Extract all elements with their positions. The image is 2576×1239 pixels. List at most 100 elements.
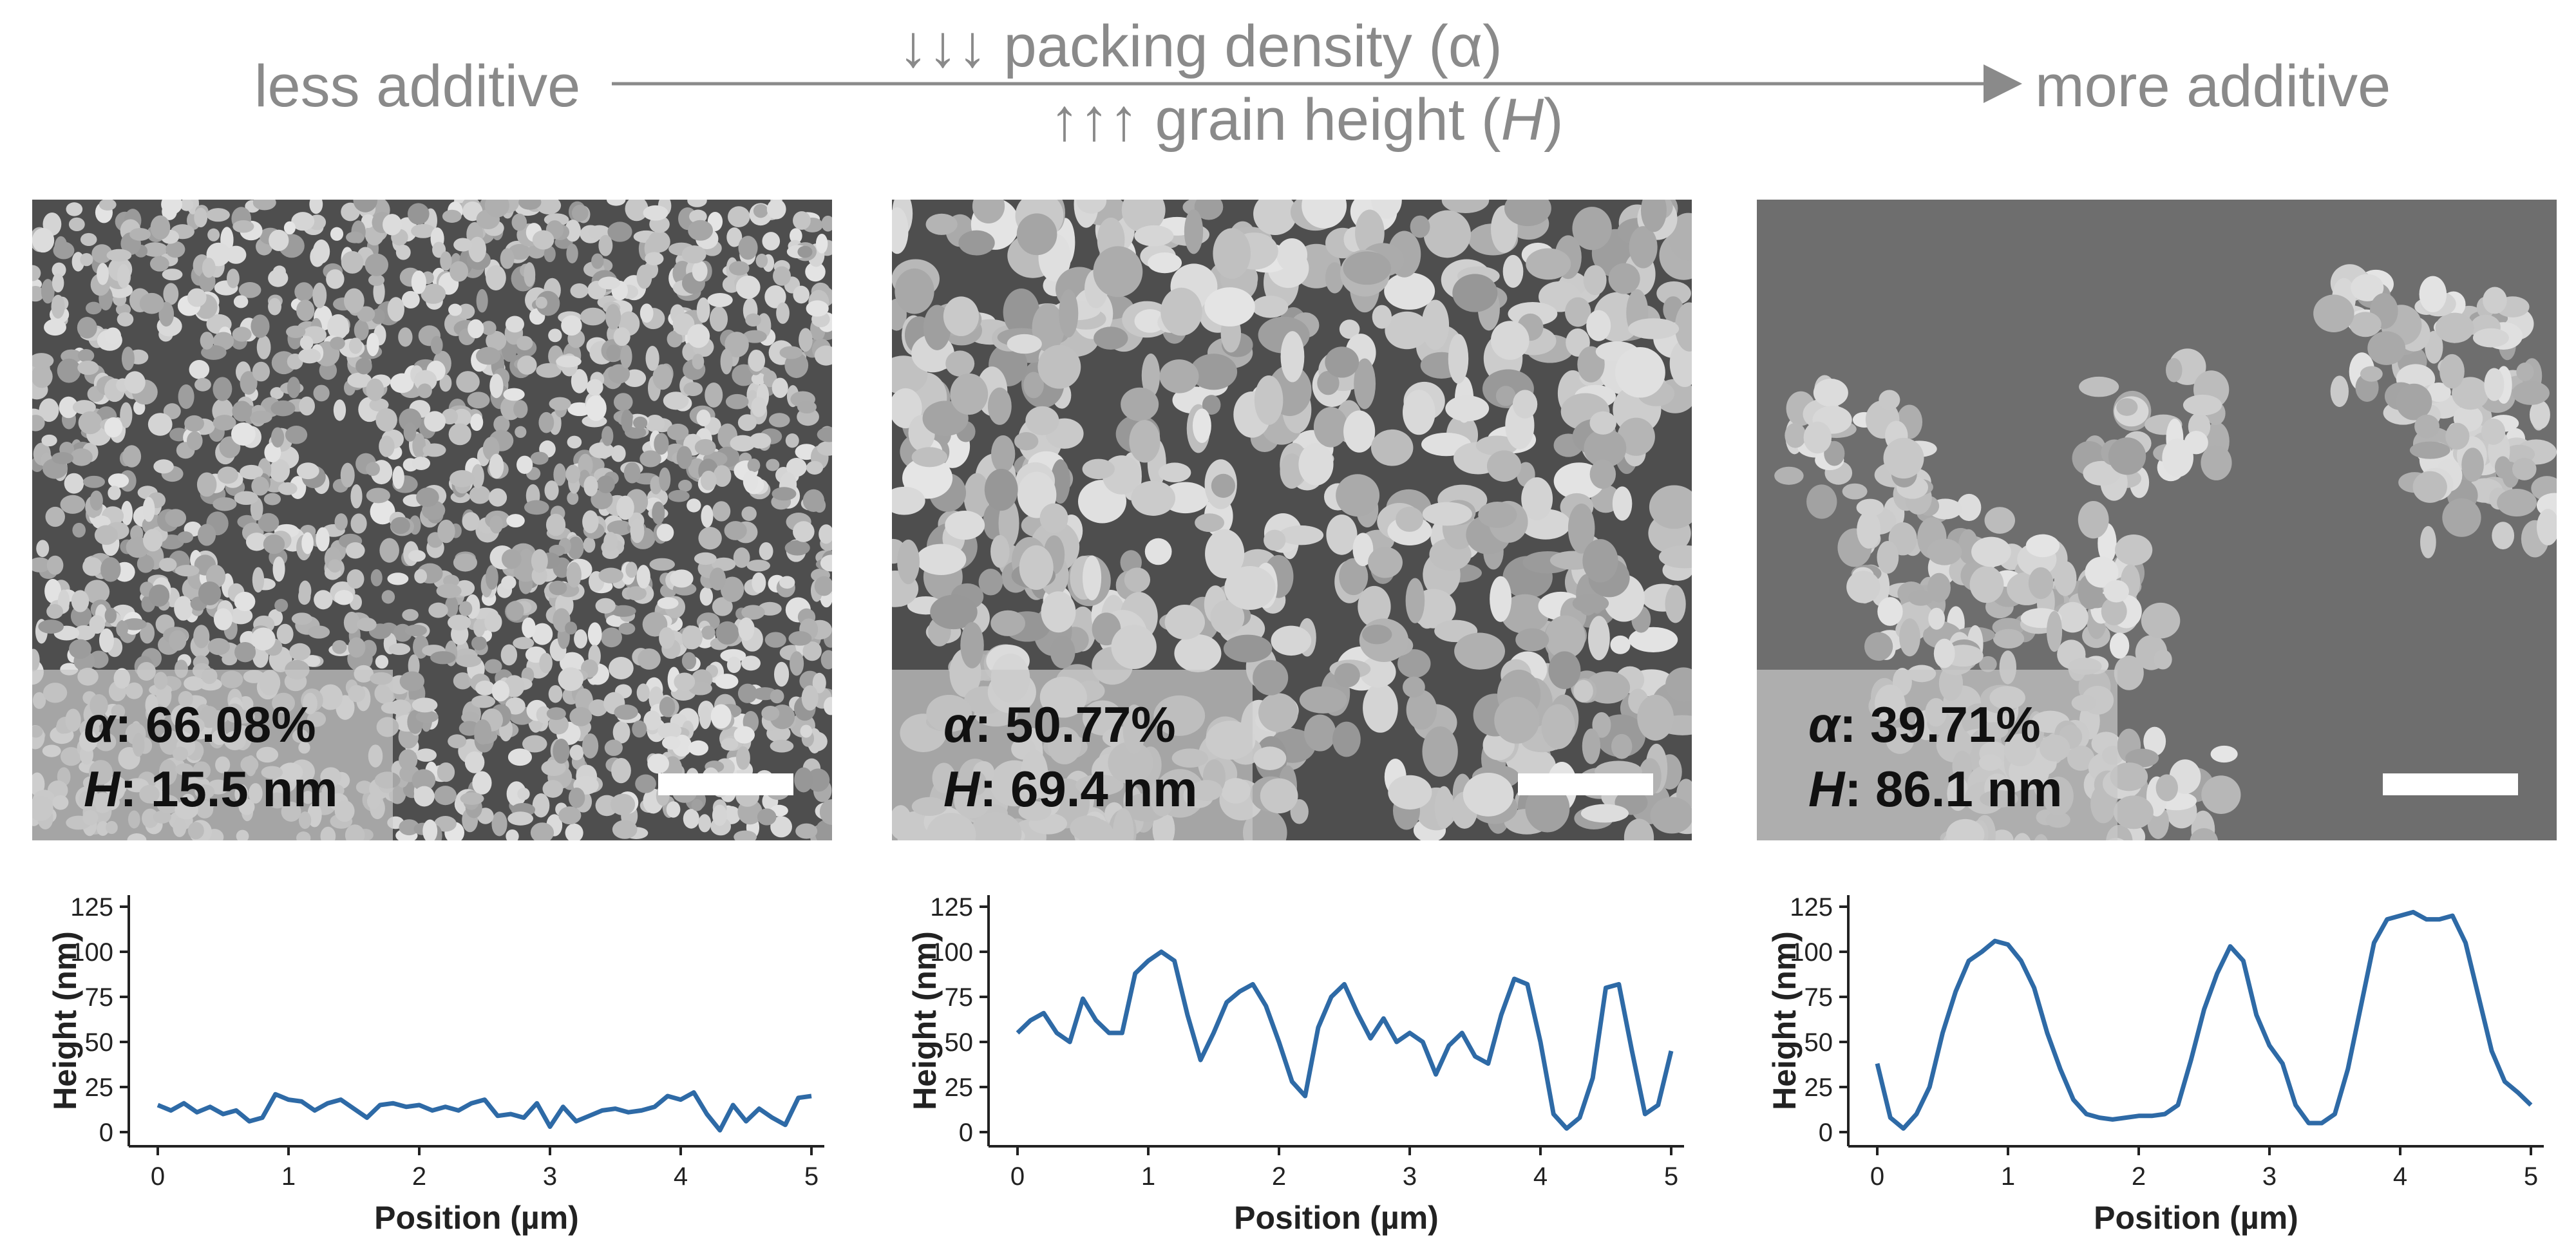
sem-grain bbox=[399, 819, 420, 836]
sem-grain bbox=[784, 540, 810, 556]
sem-grain bbox=[721, 738, 739, 751]
sem-grain bbox=[507, 811, 534, 826]
sem-grain bbox=[698, 814, 712, 833]
sem-grain bbox=[1403, 390, 1435, 435]
sem-grain bbox=[821, 215, 832, 232]
sem-grain bbox=[252, 567, 265, 593]
sem-grain bbox=[149, 256, 169, 272]
sem-grain bbox=[667, 330, 683, 348]
height-symbol-1: H bbox=[84, 761, 120, 817]
sem-grain bbox=[786, 458, 807, 477]
sem-grain bbox=[153, 459, 174, 474]
sem-grain bbox=[736, 746, 750, 770]
sem-grain bbox=[269, 459, 290, 482]
sem-grains-1 bbox=[32, 200, 832, 840]
y-tick-label: 125 bbox=[930, 893, 973, 922]
sem-grain bbox=[960, 622, 984, 668]
sem-grain bbox=[412, 769, 436, 791]
sem-grain bbox=[1083, 555, 1102, 601]
sem-grain-cluster bbox=[2116, 398, 2138, 416]
sem-grain bbox=[462, 512, 480, 531]
sem-grain bbox=[1490, 576, 1512, 622]
sem-grain bbox=[207, 638, 231, 656]
sem-grain bbox=[240, 464, 263, 480]
sem-grain bbox=[165, 509, 187, 527]
sem-grain bbox=[752, 572, 766, 593]
sem-grain bbox=[950, 373, 989, 415]
sem-grain bbox=[471, 636, 487, 650]
sem-grain bbox=[326, 269, 345, 289]
sem-grain bbox=[187, 431, 203, 451]
sem-grain bbox=[369, 398, 389, 412]
sem-grain bbox=[158, 558, 177, 572]
sem-grain-cluster bbox=[2078, 501, 2109, 539]
sem-grain bbox=[299, 580, 312, 601]
sem-grain bbox=[99, 200, 117, 211]
sem-grain bbox=[472, 771, 492, 795]
sem-grain bbox=[720, 576, 744, 602]
sem-grain bbox=[177, 531, 193, 544]
sem-grain bbox=[772, 377, 788, 399]
y-tick-label: 50 bbox=[85, 1028, 114, 1057]
sem-grain bbox=[354, 319, 369, 341]
sem-grain bbox=[399, 408, 422, 432]
sem-grain bbox=[667, 423, 689, 440]
sem-image-3: α: 39.71% H: 86.1 nm bbox=[1757, 200, 2557, 840]
sem-grain bbox=[571, 369, 588, 393]
sem-grain bbox=[1325, 346, 1359, 378]
sem-grain-cluster bbox=[1993, 629, 2025, 649]
sem-grain bbox=[94, 525, 118, 545]
sem-grain bbox=[357, 617, 377, 632]
sem-grain-cluster bbox=[2414, 414, 2440, 439]
sem-grain bbox=[536, 363, 562, 378]
sem-grain bbox=[1359, 656, 1396, 688]
sem-grain bbox=[911, 447, 948, 468]
sem-grain bbox=[1494, 697, 1540, 744]
sem-grain bbox=[606, 344, 621, 361]
sem-grain bbox=[1525, 784, 1570, 833]
sem-grain-cluster bbox=[2435, 312, 2474, 343]
sem-grain bbox=[659, 627, 675, 649]
sem-grain bbox=[1343, 251, 1392, 285]
sem-grain bbox=[544, 480, 559, 501]
sem-grain bbox=[124, 371, 146, 394]
sem-grain bbox=[567, 491, 579, 505]
sem-grain bbox=[106, 249, 132, 262]
alpha-label-2: α: 50.77% bbox=[943, 695, 1176, 754]
metrics-box-1: α: 66.08% H: 15.5 nm bbox=[32, 670, 393, 840]
sem-grain bbox=[448, 734, 467, 748]
sem-grain bbox=[457, 303, 475, 319]
sem-grain bbox=[589, 442, 614, 459]
sem-grain bbox=[413, 786, 435, 807]
sem-grain bbox=[256, 335, 271, 359]
sem-grain-cluster bbox=[1933, 638, 1955, 668]
sem-grain bbox=[1223, 634, 1273, 663]
sem-grain bbox=[217, 466, 238, 484]
sem-grain bbox=[768, 413, 790, 428]
sem-grain bbox=[1252, 296, 1289, 318]
sem-grain bbox=[892, 207, 909, 254]
sem-grain bbox=[1260, 778, 1298, 814]
sem-grain bbox=[728, 261, 750, 276]
sem-grain-cluster bbox=[1927, 538, 1962, 565]
sem-grain bbox=[712, 501, 731, 522]
sem-grain bbox=[149, 584, 170, 607]
sem-grain bbox=[643, 710, 661, 731]
sem-grain bbox=[1243, 809, 1287, 840]
sem-grain bbox=[991, 435, 1016, 473]
sem-grain bbox=[1372, 305, 1392, 329]
sem-grain bbox=[606, 200, 626, 206]
sem-grain bbox=[785, 433, 799, 448]
y-tick-label: 100 bbox=[1790, 938, 1833, 967]
sem-grain bbox=[819, 524, 832, 544]
sem-grain bbox=[180, 200, 194, 211]
sem-grain bbox=[1148, 252, 1182, 274]
sem-grain-cluster bbox=[1899, 618, 1920, 657]
sem-grain-cluster bbox=[2183, 394, 2222, 416]
sem-grain bbox=[663, 392, 689, 410]
sem-grain bbox=[60, 495, 86, 514]
sem-grain bbox=[341, 202, 360, 222]
x-tick-label: 5 bbox=[1664, 1162, 1678, 1191]
sem-grain bbox=[1332, 721, 1361, 757]
y-axis-label: Height (nm) bbox=[907, 931, 943, 1110]
